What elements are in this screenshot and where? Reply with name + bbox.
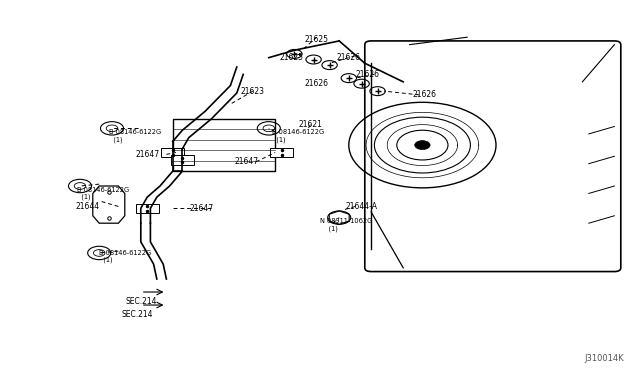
Text: 21625: 21625 [279, 53, 303, 62]
Text: 21626: 21626 [305, 79, 329, 88]
Text: SEC.214: SEC.214 [122, 310, 154, 319]
Text: SEC.214: SEC.214 [125, 297, 157, 306]
Bar [171, 155, 194, 165]
Text: 21626: 21626 [356, 70, 380, 79]
Text: N 08911-1062G
    (1): N 08911-1062G (1) [320, 218, 372, 232]
Text: B 08146-6122G
  (1): B 08146-6122G (1) [109, 129, 161, 142]
Bar [173, 119, 275, 171]
Text: 21626: 21626 [337, 53, 361, 62]
Text: B 08146-6122G
  (1): B 08146-6122G (1) [77, 187, 129, 200]
Bar [161, 148, 184, 157]
Circle shape [415, 141, 430, 150]
Text: 21623: 21623 [241, 87, 265, 96]
Text: B 08146-6122G
  (1): B 08146-6122G (1) [99, 250, 151, 263]
Text: 21644: 21644 [75, 202, 99, 211]
Text: 21625: 21625 [305, 35, 329, 44]
Text: 21626: 21626 [413, 90, 437, 99]
Text: B 08146-6122G
  (1): B 08146-6122G (1) [272, 129, 324, 142]
Text: 21647: 21647 [189, 204, 214, 213]
Bar [270, 148, 293, 157]
Text: 21647: 21647 [135, 150, 159, 159]
Bar [136, 203, 159, 213]
Text: 21644-A: 21644-A [346, 202, 378, 211]
FancyBboxPatch shape [365, 41, 621, 272]
Text: J310014K: J310014K [584, 354, 624, 363]
Text: 21621: 21621 [298, 120, 323, 129]
Text: 21647: 21647 [234, 157, 259, 166]
